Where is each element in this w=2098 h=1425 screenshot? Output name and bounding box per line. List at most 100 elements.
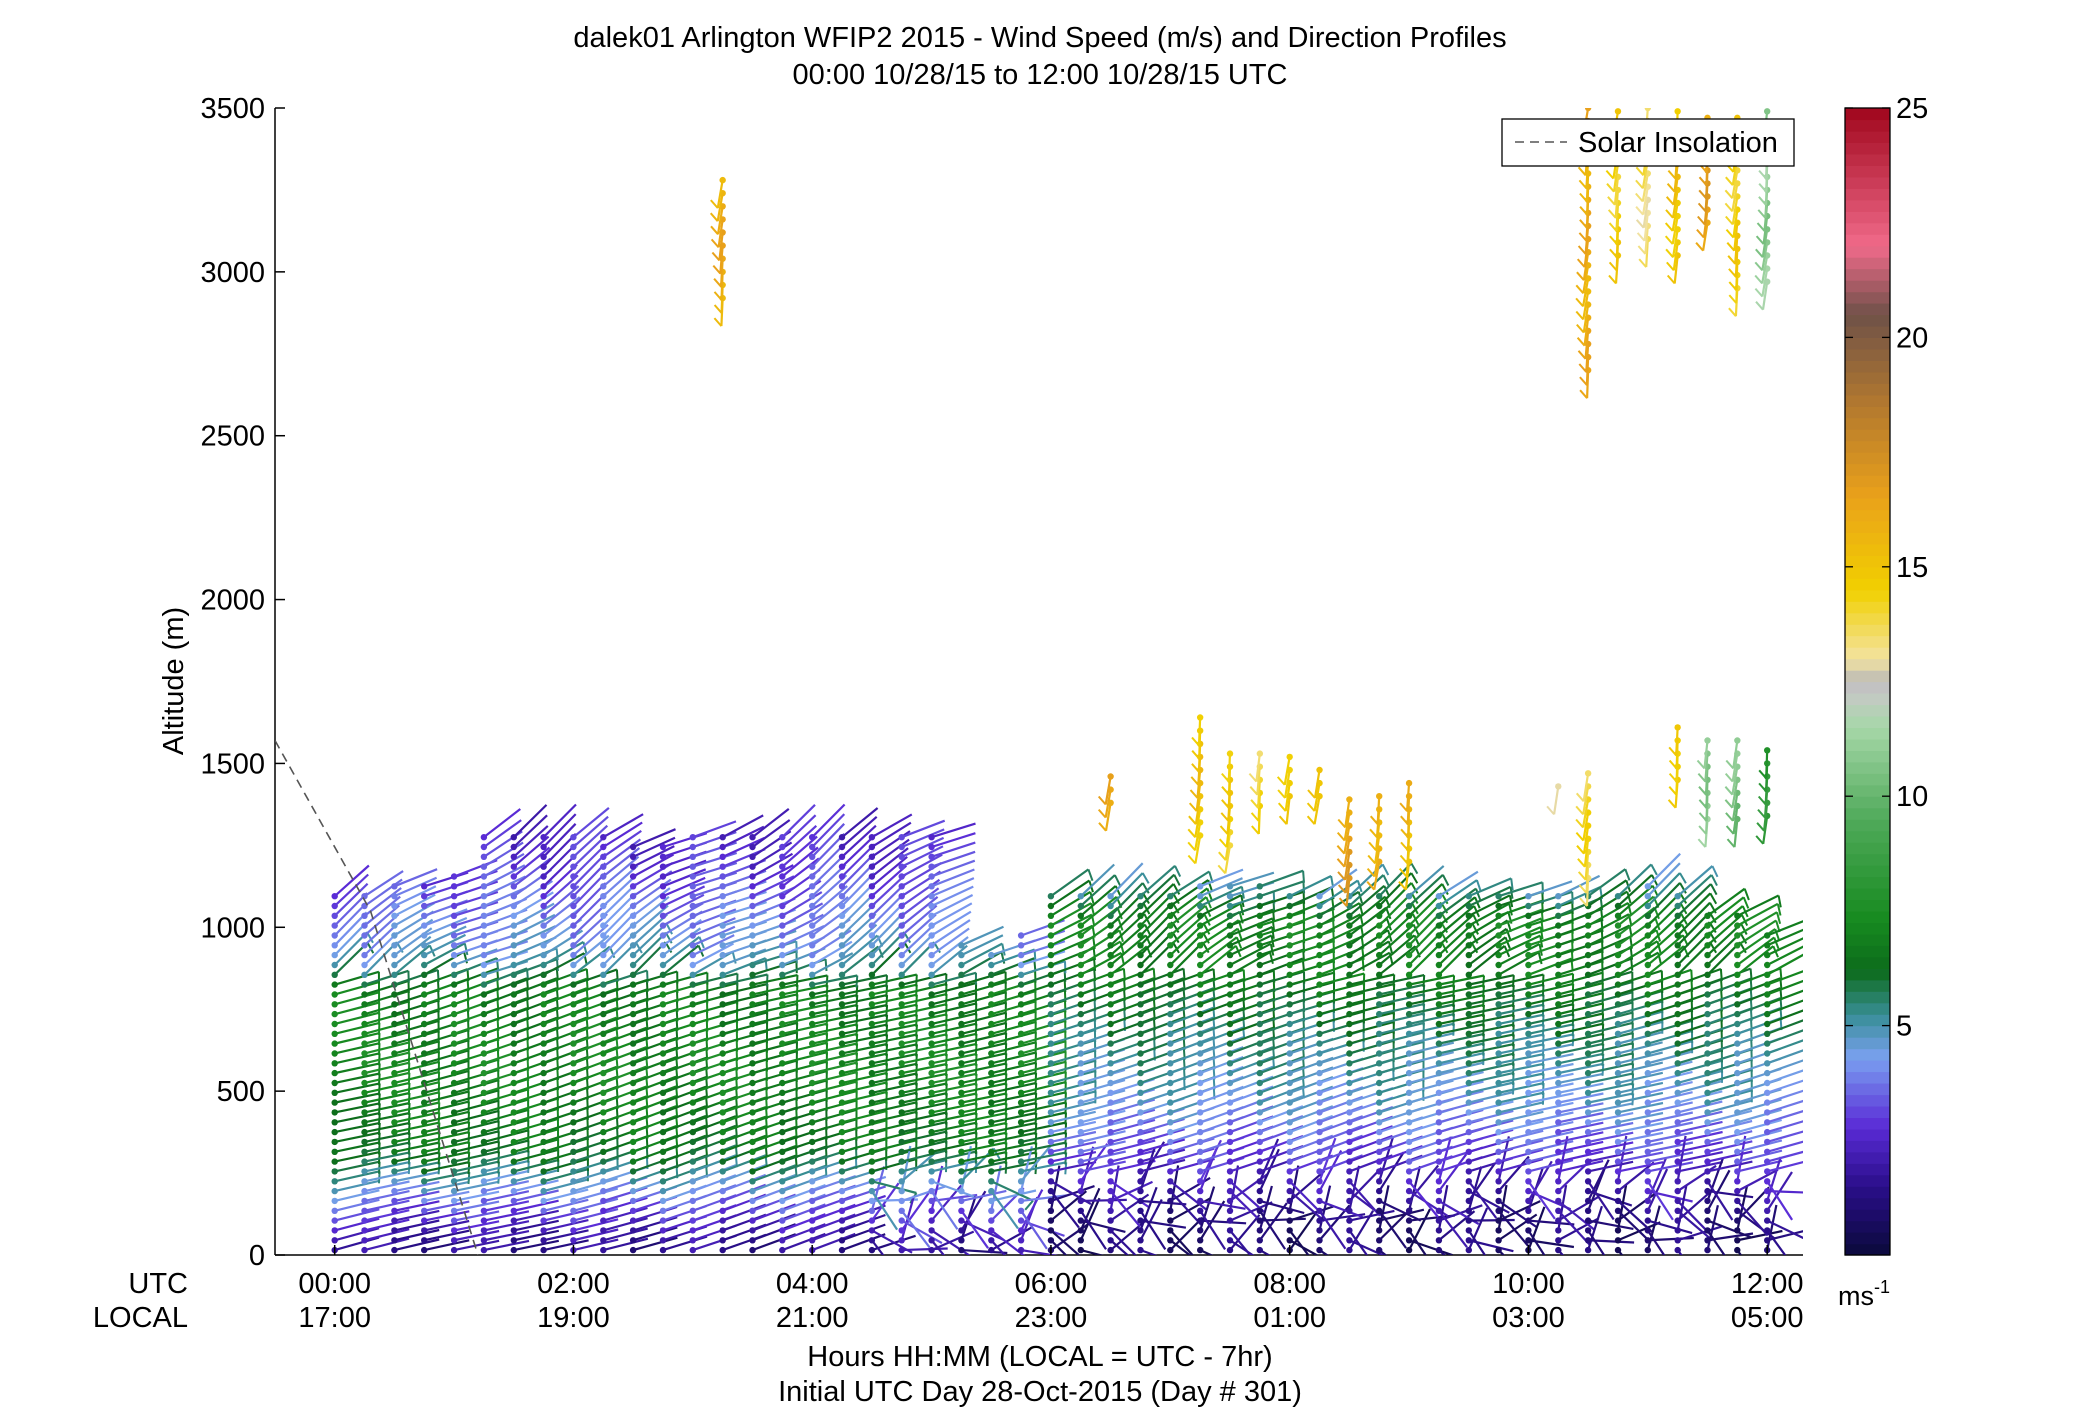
wind-barb-dot bbox=[809, 1010, 816, 1018]
wind-barb-dot bbox=[331, 1001, 338, 1008]
wind-barb bbox=[602, 1196, 648, 1212]
wind-barb-dot bbox=[1405, 1168, 1413, 1175]
wind-barb bbox=[543, 1016, 587, 1035]
wind-barb bbox=[931, 832, 976, 849]
wind-barb-dot bbox=[570, 834, 577, 841]
wind-barb bbox=[662, 1105, 707, 1124]
wind-barb-dot bbox=[958, 1128, 965, 1136]
wind-barb-dot bbox=[1555, 1069, 1562, 1077]
wind-barb-dot bbox=[1286, 1207, 1293, 1215]
wind-barb-dot bbox=[749, 1050, 756, 1057]
wind-barb bbox=[334, 1092, 381, 1104]
wind-barb-dot bbox=[958, 971, 965, 978]
wind-barb-dot bbox=[988, 1060, 995, 1067]
wind-barb-dot bbox=[898, 1178, 905, 1185]
wind-barb bbox=[722, 957, 766, 976]
wind-barb bbox=[513, 1006, 558, 1025]
wind-barb-dot bbox=[1077, 1050, 1085, 1057]
wind-barb-dot bbox=[1674, 1069, 1681, 1077]
wind-barb-dot bbox=[928, 1158, 935, 1165]
wind-barb-dot bbox=[1764, 932, 1771, 939]
wind-barb-dot bbox=[1704, 912, 1711, 919]
wind-barb bbox=[901, 1101, 947, 1114]
wind-barb-dot bbox=[838, 1168, 846, 1175]
wind-barb bbox=[483, 808, 521, 839]
upper-wind-barb-flag bbox=[1190, 776, 1200, 786]
wind-barb bbox=[394, 1228, 440, 1242]
wind-barb bbox=[542, 823, 577, 858]
wind-barb bbox=[573, 1065, 617, 1084]
wind-barb-dot bbox=[1316, 932, 1323, 939]
wind-barb-dot bbox=[421, 1138, 428, 1146]
wind-barb bbox=[394, 1070, 440, 1085]
wind-barb-dot bbox=[749, 932, 756, 939]
wind-barb-dot bbox=[1435, 902, 1443, 910]
wind-barb-dot bbox=[540, 1187, 547, 1195]
wind-barb-dot bbox=[570, 1109, 577, 1116]
wind-barb-dot bbox=[689, 1246, 696, 1254]
wind-barb-dot bbox=[1435, 951, 1443, 959]
wind-barb bbox=[811, 1071, 858, 1085]
wind-barb-dot bbox=[1077, 1207, 1085, 1215]
wind-barb bbox=[453, 1130, 500, 1144]
wind-barb bbox=[722, 973, 768, 986]
wind-barb-dot bbox=[1286, 1010, 1293, 1018]
wind-barb-dot bbox=[838, 922, 846, 929]
wind-barb-dot bbox=[1644, 981, 1652, 988]
wind-barb-dot bbox=[1226, 1060, 1234, 1067]
wind-barb bbox=[543, 1046, 588, 1065]
wind-barb-dot bbox=[1346, 1187, 1353, 1195]
wind-barb-dot bbox=[570, 912, 577, 919]
wind-barb bbox=[543, 952, 585, 976]
wind-barb-dot bbox=[958, 961, 965, 969]
wind-barb bbox=[393, 885, 437, 907]
wind-barb-dot bbox=[928, 991, 935, 998]
wind-barb-dot bbox=[1734, 1197, 1741, 1205]
wind-barb bbox=[543, 1147, 589, 1163]
wind-barb-dot bbox=[1167, 1178, 1174, 1185]
wind-barb-dot bbox=[928, 893, 935, 900]
wind-barb bbox=[990, 1000, 1036, 1016]
upper-wind-barb-flag bbox=[711, 251, 721, 262]
wind-barb bbox=[453, 1079, 499, 1094]
wind-barb-dot bbox=[1047, 1138, 1055, 1146]
wind-barb bbox=[602, 882, 637, 917]
wind-barb-dot bbox=[540, 971, 547, 978]
wind-barb-dot bbox=[1226, 971, 1234, 978]
wind-barb-dot bbox=[1525, 932, 1532, 939]
wind-barb bbox=[841, 834, 877, 868]
wind-barb-dot bbox=[450, 1197, 458, 1205]
wind-barb-dot bbox=[1346, 932, 1353, 939]
wind-barb-dot bbox=[1197, 1138, 1204, 1146]
wind-barb-dot bbox=[1495, 1040, 1502, 1047]
wind-barb-dot bbox=[510, 1138, 517, 1146]
wind-barb bbox=[1020, 1060, 1066, 1075]
wind-barb-dot bbox=[1167, 991, 1174, 998]
wind-barb-dot bbox=[1137, 1020, 1144, 1028]
wind-barb-flag bbox=[1600, 909, 1604, 922]
wind-barb-dot bbox=[1644, 1010, 1652, 1018]
wind-barb-dot bbox=[1465, 1020, 1473, 1028]
wind-barb-dot bbox=[1614, 1089, 1622, 1097]
wind-barb bbox=[811, 853, 846, 888]
wind-barb bbox=[573, 1006, 617, 1025]
wind-barb-dot bbox=[361, 951, 368, 959]
wind-barb-dot bbox=[838, 1089, 846, 1097]
wind-barb-dot bbox=[1316, 971, 1323, 978]
wind-barb-dot bbox=[689, 961, 696, 969]
wind-barb-dot bbox=[1644, 1148, 1652, 1156]
wind-barb-dot bbox=[570, 1020, 577, 1028]
wind-barb bbox=[991, 1101, 1037, 1114]
wind-barb-dot bbox=[749, 1010, 756, 1018]
wind-barb-dot bbox=[1077, 1099, 1085, 1106]
wind-barb-dot bbox=[1226, 1020, 1234, 1028]
wind-barb-dot bbox=[540, 1148, 547, 1156]
wind-barb bbox=[483, 875, 526, 898]
wind-barb bbox=[513, 1189, 559, 1202]
wind-barb-dot bbox=[1525, 1178, 1532, 1185]
wind-barb bbox=[513, 1117, 559, 1134]
wind-barb bbox=[453, 1170, 500, 1183]
wind-barb-dot bbox=[1644, 1040, 1652, 1047]
wind-barb-dot bbox=[1107, 1099, 1114, 1106]
wind-barb-dot bbox=[1614, 1030, 1622, 1038]
